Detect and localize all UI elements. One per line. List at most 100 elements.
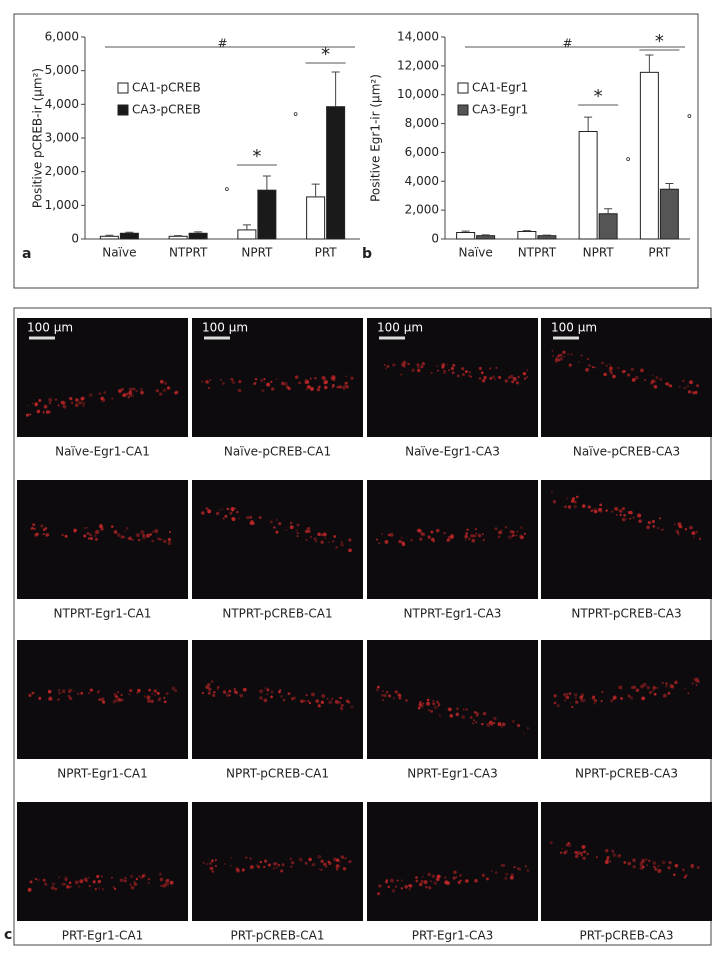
- fluorescence-dot: [645, 858, 648, 861]
- fluorescence-dot: [80, 398, 84, 401]
- fluorescence-dot: [164, 381, 168, 385]
- fluorescence-dot: [159, 379, 164, 384]
- micrograph: [17, 802, 188, 921]
- fluorescence-dot: [344, 381, 348, 385]
- fluorescence-dot: [566, 693, 569, 696]
- fluorescence-dot: [473, 534, 477, 538]
- fluorescence-dot: [217, 685, 220, 689]
- fluorescence-dot: [574, 693, 578, 697]
- fluorescence-dot: [474, 721, 478, 724]
- fluorescence-dot: [486, 722, 491, 727]
- fluorescence-dot: [415, 879, 419, 883]
- fluorescence-dot: [471, 538, 476, 543]
- fluorescence-dot: [437, 369, 439, 372]
- fluorescence-dot: [612, 698, 615, 701]
- fluorescence-dot: [451, 371, 455, 375]
- fluorescence-dot: [695, 530, 699, 534]
- fluorescence-dot: [171, 686, 176, 691]
- fluorescence-dot: [280, 695, 283, 698]
- fluorescence-dot: [125, 526, 129, 530]
- fluorescence-dot: [228, 689, 232, 693]
- fluorescence-dot: [443, 369, 446, 372]
- fluorescence-dot: [167, 537, 172, 542]
- fluorescence-dot: [641, 865, 645, 869]
- fluorescence-dot: [669, 683, 674, 688]
- fluorescence-dot: [522, 732, 525, 735]
- fluorescence-dot: [450, 366, 455, 371]
- fluorescence-dot: [387, 885, 390, 889]
- micrograph: [192, 802, 363, 921]
- fluorescence-dot: [157, 698, 161, 702]
- micrograph: [367, 640, 538, 759]
- fluorescence-dot: [306, 380, 310, 384]
- fluorescence-dot: [154, 694, 157, 696]
- fluorescence-dot: [100, 527, 104, 531]
- fluorescence-dot: [325, 865, 328, 869]
- fluorescence-dot: [400, 879, 404, 882]
- fluorescence-dot: [642, 682, 647, 687]
- fluorescence-dot: [651, 379, 655, 383]
- fluorescence-dot: [42, 410, 45, 413]
- fluorescence-dot: [383, 693, 387, 698]
- fluorescence-dot: [419, 537, 423, 541]
- fluorescence-dot: [440, 364, 445, 369]
- fluorescence-dot: [121, 388, 124, 391]
- fluorescence-dot: [205, 507, 209, 511]
- fluorescence-dot: [500, 529, 503, 532]
- fluorescence-dot: [337, 700, 342, 705]
- fluorescence-dot: [69, 885, 72, 889]
- fluorescence-dot: [207, 509, 212, 514]
- fluorescence-dot: [683, 876, 687, 879]
- fluorescence-dot: [560, 851, 563, 854]
- bar: [537, 235, 557, 240]
- fluorescence-dot: [640, 368, 644, 373]
- fluorescence-dot: [249, 865, 254, 870]
- fluorescence-dot: [632, 685, 636, 689]
- fluorescence-dot: [591, 509, 594, 512]
- fluorescence-dot: [625, 517, 628, 520]
- fluorescence-dot: [143, 695, 146, 698]
- fluorescence-dot: [600, 361, 605, 365]
- fluorescence-dot: [207, 691, 211, 695]
- fluorescence-dot: [147, 882, 150, 884]
- fluorescence-dot: [85, 879, 89, 883]
- fluorescence-dot: [606, 855, 610, 860]
- fluorescence-dot: [509, 875, 514, 880]
- fluorescence-dot: [639, 862, 644, 867]
- bar: [476, 235, 496, 240]
- fluorescence-dot: [81, 401, 86, 406]
- scale-bar-label: 100 μm: [551, 321, 597, 335]
- fluorescence-dot: [239, 693, 244, 698]
- fluorescence-dot: [492, 722, 496, 725]
- error-bar: [522, 230, 531, 232]
- fluorescence-dot: [205, 685, 210, 689]
- fluorescence-dot: [692, 391, 696, 395]
- fluorescence-dot: [132, 387, 136, 391]
- fluorescence-dot: [389, 532, 394, 537]
- fluorescence-dot: [385, 690, 389, 694]
- fluorescence-dot: [141, 876, 144, 879]
- fluorescence-dot: [320, 868, 323, 871]
- fluorescence-dot: [511, 534, 514, 538]
- fluorescence-dot: [512, 377, 517, 381]
- fluorescence-dot: [263, 698, 268, 703]
- fluorescence-dot: [610, 371, 613, 375]
- fluorescence-dot: [409, 884, 413, 888]
- fluorescence-dot: [201, 511, 205, 515]
- micrograph-label: NPRT-Egr1-CA1: [57, 767, 148, 781]
- fluorescence-dot: [615, 507, 619, 511]
- fluorescence-dot: [150, 699, 154, 703]
- fluorescence-dot: [511, 530, 515, 534]
- fluorescence-dot: [516, 530, 519, 533]
- fluorescence-dot: [137, 538, 141, 542]
- fluorescence-dot: [306, 385, 310, 389]
- fluorescence-dot: [113, 698, 118, 703]
- fluorescence-dot: [292, 696, 297, 700]
- fluorescence-dot: [320, 859, 324, 863]
- error-bar: [584, 116, 593, 132]
- micrograph-label: PRT-Egr1-CA3: [412, 929, 494, 943]
- fluorescence-dot: [310, 692, 315, 697]
- fluorescence-dot: [324, 385, 328, 390]
- fluorescence-dot: [25, 413, 30, 417]
- fluorescence-dot: [446, 881, 450, 885]
